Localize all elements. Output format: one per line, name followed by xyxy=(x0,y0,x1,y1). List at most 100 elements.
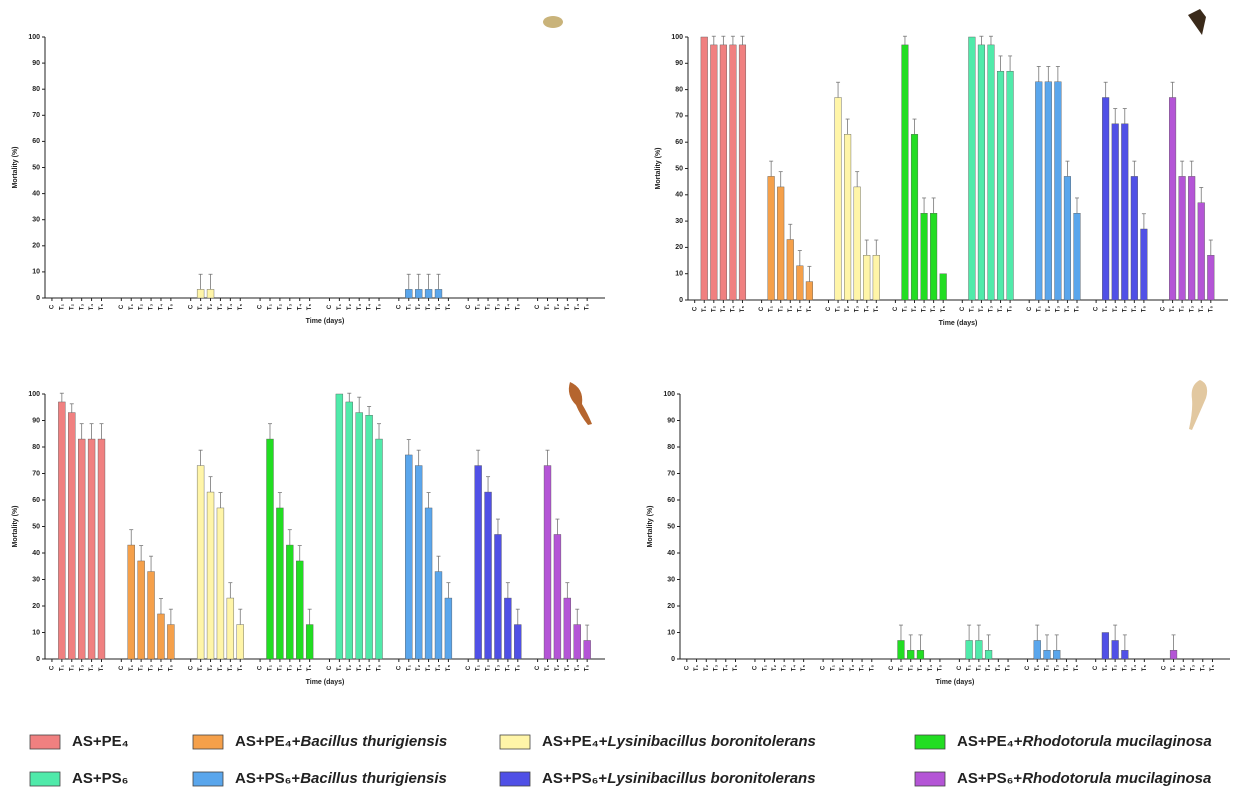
bar xyxy=(1043,650,1051,660)
x-tick-label: C xyxy=(466,304,472,309)
x-tick-label: T₄ xyxy=(367,665,373,672)
x-tick-label: C xyxy=(119,665,125,670)
legend-label: AS+PE₄+Rhodotorula mucilaginosa xyxy=(957,733,1212,750)
y-tick-label: 40 xyxy=(675,192,683,199)
bar xyxy=(719,44,727,301)
x-tick-label: T₃ xyxy=(357,665,363,672)
x-tick-label: C xyxy=(396,304,402,309)
bar xyxy=(137,560,145,660)
bar xyxy=(68,412,76,660)
bar xyxy=(1140,228,1148,301)
y-tick-label: 20 xyxy=(32,603,40,610)
y-tick-label: 50 xyxy=(675,165,683,172)
bar xyxy=(700,36,708,301)
bar xyxy=(1063,176,1071,301)
y-tick-label: 40 xyxy=(667,550,675,557)
x-tick-label: C xyxy=(396,665,402,670)
x-tick-label: T₂ xyxy=(772,665,778,672)
bar xyxy=(167,624,175,660)
x-tick-label: T₄ xyxy=(730,306,736,313)
x-tick-label: T₄ xyxy=(228,665,234,672)
x-axis-title: Time (days) xyxy=(936,679,975,686)
y-tick-label: 90 xyxy=(32,417,40,424)
x-tick-label: C xyxy=(1161,306,1167,311)
x-tick-label: C xyxy=(1027,306,1033,311)
y-tick-label: 50 xyxy=(32,164,40,171)
bar xyxy=(901,44,909,301)
bar xyxy=(196,465,205,660)
bar xyxy=(296,560,304,660)
bar xyxy=(405,454,413,660)
x-tick-label: T₃ xyxy=(565,665,571,672)
bar xyxy=(977,44,985,301)
x-tick-label: T₁ xyxy=(1103,664,1109,671)
x-tick-label: T₅ xyxy=(1208,306,1214,313)
x-tick-label: T₃ xyxy=(1054,665,1060,672)
x-tick-label: T₁ xyxy=(545,303,551,310)
x-tick-label: C xyxy=(466,665,472,670)
x-tick-label: C xyxy=(327,304,333,309)
x-tick-label: T₃ xyxy=(922,306,928,313)
bar xyxy=(97,438,106,660)
bar xyxy=(543,465,552,660)
x-tick-label: T₂ xyxy=(486,304,492,311)
x-tick-label: T₄ xyxy=(723,665,729,672)
x-tick-label: T₄ xyxy=(864,306,870,313)
x-tick-label: T₅ xyxy=(515,665,521,672)
x-tick-label: T₄ xyxy=(797,306,803,313)
bar xyxy=(939,273,947,301)
y-tick-label: 0 xyxy=(671,656,675,663)
x-tick-label: C xyxy=(258,665,264,670)
y-tick-label: 60 xyxy=(32,497,40,504)
bar xyxy=(266,438,274,660)
y-tick-label: 100 xyxy=(671,34,683,41)
x-tick-label: T₄ xyxy=(228,304,234,311)
x-tick-label: T₁ xyxy=(545,664,551,671)
bar xyxy=(1121,123,1129,301)
icon xyxy=(543,16,563,28)
x-tick-label: T₃ xyxy=(496,665,502,672)
bar xyxy=(910,134,919,301)
x-tick-label: T₁ xyxy=(1170,305,1176,312)
x-tick-label: T₂ xyxy=(1180,306,1186,313)
legend-label: AS+PS₆ xyxy=(72,770,128,787)
y-tick-label: 100 xyxy=(28,391,40,398)
x-tick-label: T₃ xyxy=(496,304,502,311)
x-tick-label: T₁ xyxy=(830,664,836,671)
x-tick-label: T₁ xyxy=(59,303,65,310)
bar xyxy=(434,289,443,299)
x-tick-label: T₁ xyxy=(198,303,204,310)
bar xyxy=(1111,640,1119,660)
x-tick-label: T₂ xyxy=(277,665,283,672)
x-tick-label: T₁ xyxy=(1035,664,1041,671)
x-tick-label: T₄ xyxy=(575,304,581,311)
icon xyxy=(1188,9,1206,35)
bar xyxy=(484,491,492,660)
x-axis-title: Time (days) xyxy=(939,320,978,327)
x-tick-label: T₂ xyxy=(555,304,561,311)
x-tick-label: T₁ xyxy=(1036,305,1042,312)
legend-label: AS+PE₄ xyxy=(72,733,129,750)
bar xyxy=(863,255,871,301)
x-tick-label: T₃ xyxy=(149,665,155,672)
x-tick-label: T₁ xyxy=(476,664,482,671)
bar xyxy=(444,597,453,660)
x-tick-label: T₅ xyxy=(733,665,739,672)
bar xyxy=(355,412,363,660)
x-tick-label: C xyxy=(1093,665,1099,670)
y-tick-label: 30 xyxy=(32,576,40,583)
bar xyxy=(424,507,433,660)
x-tick-label: C xyxy=(759,306,765,311)
x-tick-label: C xyxy=(188,665,194,670)
bar xyxy=(872,255,880,301)
bar xyxy=(414,289,423,299)
x-tick-label: C xyxy=(889,665,895,670)
x-tick-label: T₁ xyxy=(268,303,274,310)
bar xyxy=(1178,176,1186,301)
x-tick-label: T₂ xyxy=(1181,665,1187,672)
x-tick-label: C xyxy=(535,304,541,309)
bar xyxy=(147,571,155,660)
bar xyxy=(1044,81,1052,301)
y-tick-label: 90 xyxy=(675,60,683,67)
x-tick-label: T₂ xyxy=(840,665,846,672)
